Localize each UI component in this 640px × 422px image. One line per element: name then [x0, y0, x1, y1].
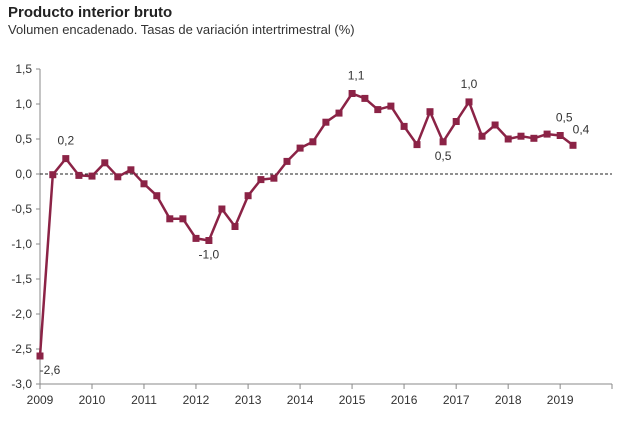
data-point	[543, 130, 551, 138]
data-point	[335, 109, 343, 117]
y-tick-label: -1,5	[11, 272, 32, 286]
data-point	[439, 138, 447, 146]
data-point	[36, 352, 44, 360]
x-tick-label: 2018	[495, 393, 522, 407]
data-label: 1,0	[461, 77, 478, 91]
data-point	[309, 138, 317, 146]
y-tick-label: -2,0	[11, 307, 32, 321]
y-tick-label: -2,5	[11, 342, 32, 356]
data-point	[400, 122, 408, 130]
data-label: 0,5	[435, 149, 452, 163]
data-point	[166, 215, 174, 223]
data-point	[88, 172, 96, 180]
data-label: 0,4	[573, 122, 590, 136]
y-tick-label: 0,5	[15, 132, 32, 146]
x-tick-label: 2011	[131, 393, 157, 407]
data-point	[283, 157, 291, 165]
x-tick-label: 2009	[27, 393, 54, 407]
data-point	[491, 121, 499, 129]
data-label: -2,6	[40, 363, 61, 377]
data-point	[49, 171, 57, 179]
chart-title: Producto interior bruto	[8, 4, 173, 21]
x-tick-label: 2015	[339, 393, 366, 407]
data-point	[322, 118, 330, 126]
data-point	[426, 108, 434, 116]
data-point	[296, 144, 304, 152]
data-point	[517, 132, 525, 140]
data-point	[374, 106, 382, 114]
data-point	[140, 180, 148, 188]
data-point	[569, 141, 577, 149]
data-point	[62, 155, 70, 163]
y-tick-label: 1,0	[15, 97, 32, 111]
data-point	[387, 102, 395, 110]
data-label: 1,1	[348, 69, 365, 83]
data-point	[361, 94, 369, 102]
data-point	[556, 132, 564, 139]
data-label: -1,0	[199, 248, 220, 262]
data-point	[270, 174, 278, 182]
data-point	[179, 215, 187, 223]
y-tick-label: -0,5	[11, 202, 32, 216]
data-point	[127, 166, 135, 174]
data-point	[348, 90, 356, 97]
data-point	[244, 192, 252, 200]
y-tick-label: -3,0	[11, 377, 32, 391]
data-point	[478, 132, 486, 140]
data-point	[504, 135, 512, 143]
chart-subtitle: Volumen encadenado. Tasas de variación i…	[8, 22, 355, 37]
series-line	[38, 92, 574, 357]
data-point	[75, 171, 83, 179]
data-point	[530, 134, 538, 142]
data-label: 0,5	[556, 111, 573, 125]
data-point	[205, 237, 213, 244]
data-point	[218, 205, 226, 213]
data-point	[101, 159, 109, 167]
data-point	[257, 176, 265, 184]
x-tick-label: 2014	[287, 393, 314, 407]
data-label: 0,2	[57, 134, 74, 148]
data-point	[192, 234, 200, 242]
data-point	[231, 223, 239, 230]
data-point	[153, 192, 161, 200]
data-point	[114, 173, 122, 181]
x-tick-label: 2016	[391, 393, 418, 407]
x-tick-label: 2019	[547, 393, 574, 407]
data-point	[413, 141, 421, 149]
y-tick-label: 1,5	[15, 62, 32, 76]
y-tick-label: 0,0	[15, 167, 32, 181]
data-point	[465, 98, 473, 106]
data-point	[452, 118, 460, 125]
y-tick-label: -1,0	[11, 237, 32, 251]
x-tick-label: 2012	[183, 393, 210, 407]
x-tick-label: 2010	[79, 393, 106, 407]
x-tick-label: 2013	[235, 393, 262, 407]
x-tick-label: 2017	[443, 393, 470, 407]
